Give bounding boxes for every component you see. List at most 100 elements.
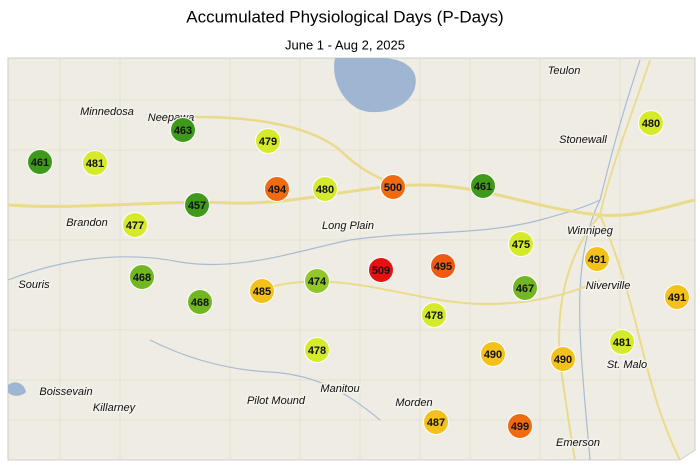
station: 467 — [512, 275, 538, 301]
station-value: 463 — [174, 125, 192, 137]
place-label: Minnedosa — [80, 106, 134, 118]
station-value: 494 — [268, 184, 287, 196]
station-marker — [170, 117, 196, 143]
station-value: 495 — [434, 261, 452, 273]
place-label: Killarney — [93, 402, 137, 414]
station-value: 475 — [512, 239, 530, 251]
place-label: Pilot Mound — [247, 395, 306, 407]
station-value: 491 — [588, 254, 606, 266]
station: 481 — [82, 150, 108, 176]
station: 491 — [664, 284, 690, 310]
place-label: Niverville — [586, 280, 631, 292]
station-value: 457 — [188, 200, 206, 212]
station-value: 468 — [191, 297, 209, 309]
station-marker — [609, 329, 635, 355]
place-label: Morden — [395, 397, 432, 409]
station: 480 — [312, 176, 338, 202]
station: 481 — [609, 329, 635, 355]
station-marker — [129, 264, 155, 290]
station-marker — [380, 174, 406, 200]
station: 461 — [470, 173, 496, 199]
station-marker — [421, 302, 447, 328]
station-marker — [304, 337, 330, 363]
station-marker — [423, 409, 449, 435]
station-value: 481 — [86, 158, 104, 170]
station: 495 — [430, 253, 456, 279]
station-marker — [184, 192, 210, 218]
station-value: 485 — [253, 286, 271, 298]
station: 475 — [508, 231, 534, 257]
station-value: 487 — [427, 417, 445, 429]
station-marker — [638, 110, 664, 136]
station-marker — [512, 275, 538, 301]
station-marker — [430, 253, 456, 279]
station-value: 491 — [668, 292, 686, 304]
station-marker — [264, 176, 290, 202]
station: 491 — [584, 246, 610, 272]
station-value: 480 — [642, 118, 660, 130]
station-value: 490 — [554, 354, 572, 366]
place-label: Souris — [18, 279, 50, 291]
lake — [334, 58, 416, 113]
rivers — [7, 59, 641, 461]
station: 468 — [187, 289, 213, 315]
station-value: 499 — [511, 421, 529, 433]
title: Accumulated Physiological Days (P-Days) — [186, 7, 503, 26]
station: 474 — [304, 268, 330, 294]
station: 499 — [507, 413, 533, 439]
station-marker — [27, 149, 53, 175]
station: 457 — [184, 192, 210, 218]
station: 500 — [380, 174, 406, 200]
station: 478 — [304, 337, 330, 363]
station-value: 500 — [384, 182, 402, 194]
station-value: 481 — [613, 337, 631, 349]
station-marker — [368, 257, 394, 283]
station-value: 461 — [31, 157, 49, 169]
stations: 461 481 463 479 494 480 500 461 480 457 477 475 491 5… — [27, 110, 690, 439]
place-label: Winnipeg — [567, 225, 614, 237]
place-label: St. Malo — [607, 359, 647, 371]
station-marker — [122, 212, 148, 238]
station-marker — [508, 231, 534, 257]
station: 480 — [638, 110, 664, 136]
station: 478 — [421, 302, 447, 328]
station: 463 — [170, 117, 196, 143]
lake — [8, 382, 26, 396]
station-marker — [82, 150, 108, 176]
station-value: 468 — [133, 272, 151, 284]
station-value: 478 — [425, 310, 443, 322]
station: 490 — [550, 346, 576, 372]
station: 468 — [129, 264, 155, 290]
station-marker — [470, 173, 496, 199]
station: 461 — [27, 149, 53, 175]
station-value: 478 — [308, 345, 326, 357]
place-label: Boissevain — [39, 386, 92, 398]
map-background — [7, 57, 696, 461]
station-marker — [507, 413, 533, 439]
place-label: Brandon — [66, 217, 108, 229]
station: 490 — [480, 341, 506, 367]
station-value: 509 — [372, 265, 390, 277]
station: 494 — [264, 176, 290, 202]
station-marker — [312, 176, 338, 202]
station-marker — [187, 289, 213, 315]
place-label: Stonewall — [559, 134, 607, 146]
station: 477 — [122, 212, 148, 238]
station-value: 467 — [516, 283, 534, 295]
subtitle: June 1 - Aug 2, 2025 — [285, 37, 405, 52]
station-marker — [664, 284, 690, 310]
place-label: Emerson — [556, 437, 600, 449]
station: 487 — [423, 409, 449, 435]
station: 485 — [249, 278, 275, 304]
basemap — [7, 57, 696, 461]
station-value: 479 — [259, 136, 277, 148]
station-value: 490 — [484, 349, 502, 361]
place-label: Teulon — [548, 65, 581, 77]
station-marker — [249, 278, 275, 304]
station-value: 474 — [308, 276, 327, 288]
station-marker — [584, 246, 610, 272]
station: 479 — [255, 128, 281, 154]
